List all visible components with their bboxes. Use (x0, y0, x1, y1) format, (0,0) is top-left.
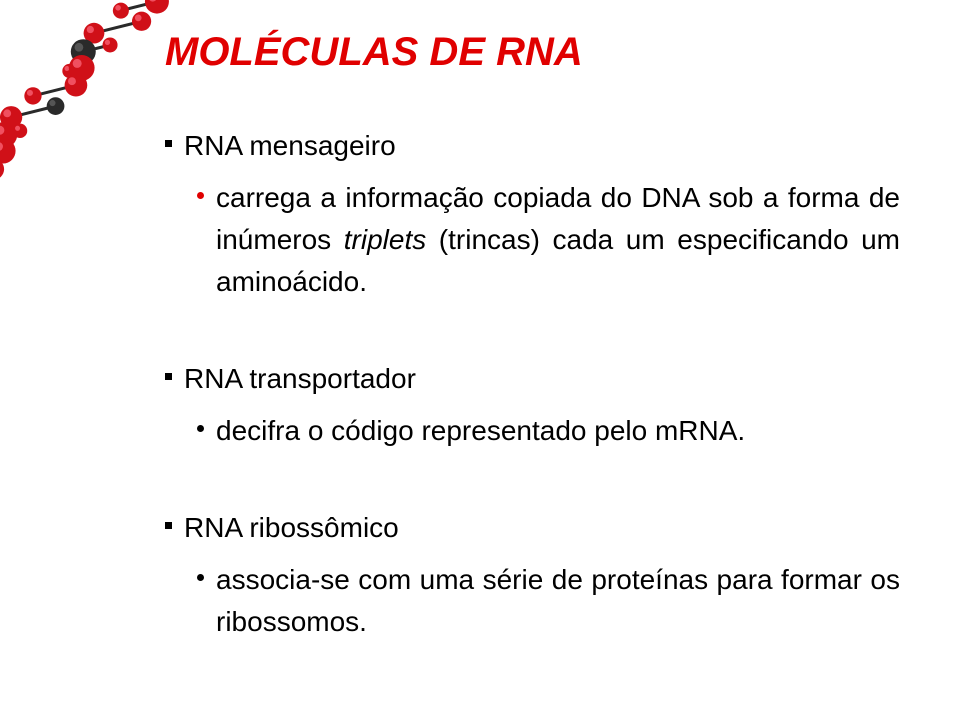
section-body: decifra o código representado pelo mRNA. (216, 410, 900, 452)
section-body: carrega a informação copiada do DNA sob … (216, 177, 900, 303)
slide-content: MOLÉCULAS DE RNA RNA mensageiro carrega a… (165, 30, 900, 698)
bullet-icon (165, 522, 172, 529)
bullet-icon (165, 373, 172, 380)
slide-title: MOLÉCULAS DE RNA (165, 30, 900, 75)
section-heading: RNA transportador (184, 358, 900, 400)
section-heading: RNA ribossômico (184, 507, 900, 549)
section-1: RNA transportador decifra o código repres… (165, 358, 900, 452)
section-body: associa-se com uma série de proteínas pa… (216, 559, 900, 643)
section-heading: RNA mensageiro (184, 125, 900, 167)
bullet-icon (165, 140, 172, 147)
sub-bullet-icon (197, 574, 204, 581)
sub-bullet-icon (197, 192, 204, 199)
section-2: RNA ribossômico associa-se com uma série … (165, 507, 900, 643)
section-0: RNA mensageiro carrega a informação copia… (165, 125, 900, 303)
sub-bullet-icon (197, 425, 204, 432)
